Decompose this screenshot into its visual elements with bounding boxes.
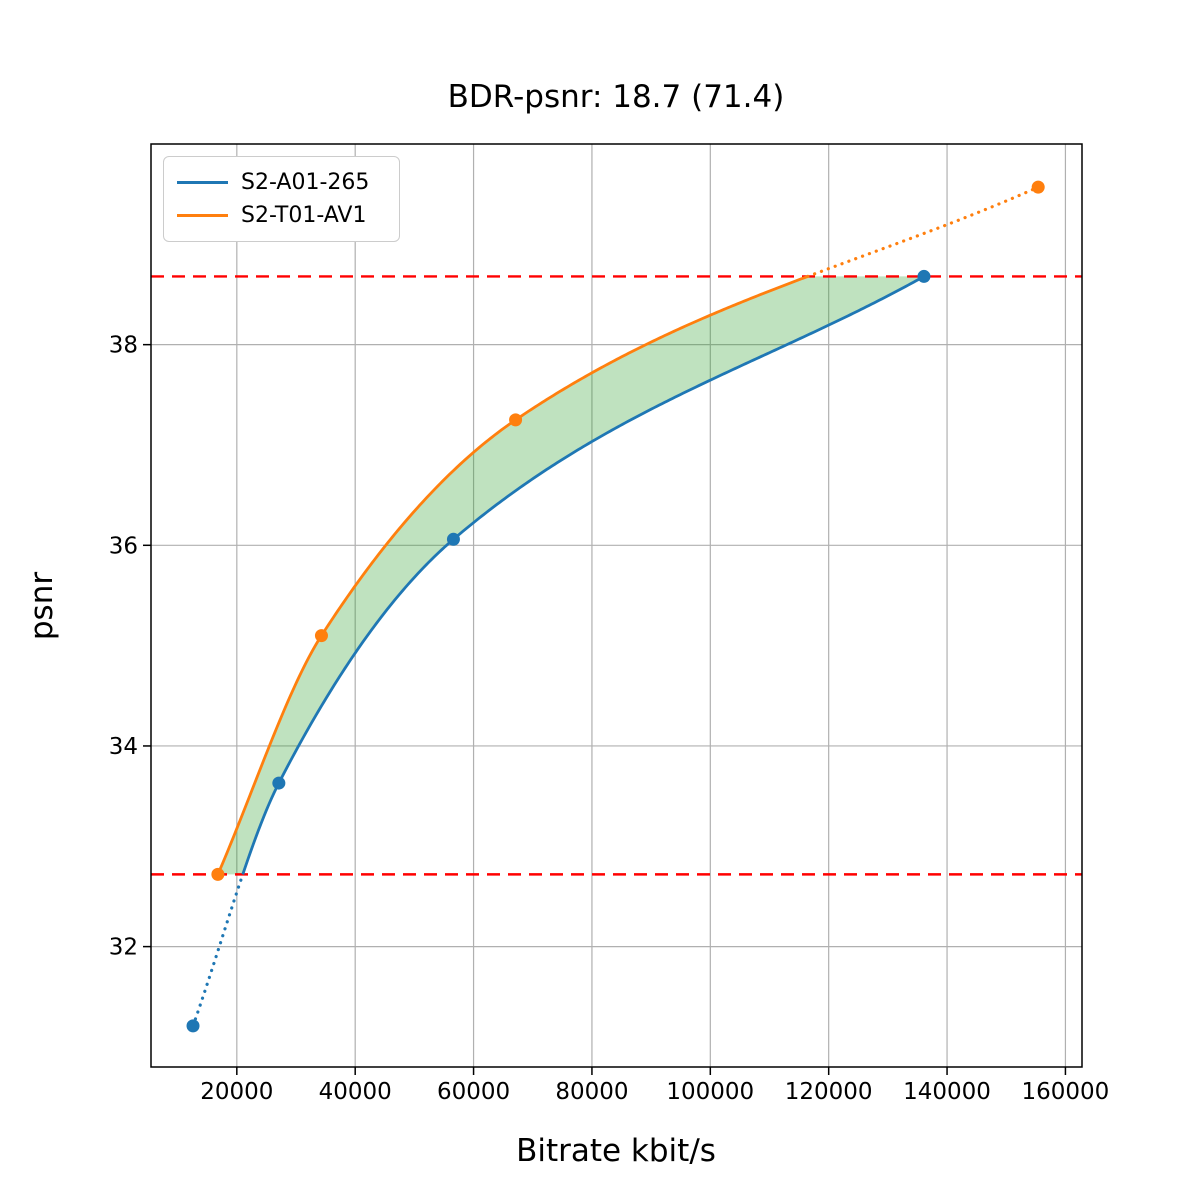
svg-text:32: 32 xyxy=(109,935,138,961)
svg-text:120000: 120000 xyxy=(785,1079,873,1105)
legend-label: S2-A01-265 xyxy=(241,169,370,195)
legend-label: S2-T01-AV1 xyxy=(241,202,367,228)
legend-line-sample-blue xyxy=(177,181,228,184)
svg-text:80000: 80000 xyxy=(555,1079,628,1105)
legend-item: S2-T01-AV1 xyxy=(177,202,386,228)
svg-text:60000: 60000 xyxy=(437,1079,510,1105)
svg-text:140000: 140000 xyxy=(903,1079,991,1105)
legend-item: S2-A01-265 xyxy=(177,169,386,195)
svg-text:38: 38 xyxy=(109,333,138,359)
svg-text:100000: 100000 xyxy=(666,1079,754,1105)
svg-text:36: 36 xyxy=(109,533,138,559)
svg-text:160000: 160000 xyxy=(1022,1079,1110,1105)
x-axis-label: Bitrate kbit/s xyxy=(516,1133,716,1169)
svg-text:34: 34 xyxy=(109,734,138,760)
svg-text:40000: 40000 xyxy=(319,1079,392,1105)
legend: S2-A01-265 S2-T01-AV1 xyxy=(163,156,400,242)
y-axis-label: psnr xyxy=(24,572,60,640)
svg-text:20000: 20000 xyxy=(200,1079,273,1105)
legend-line-sample-orange xyxy=(177,214,228,217)
chart-title: BDR-psnr: 18.7 (71.4) xyxy=(448,79,785,115)
